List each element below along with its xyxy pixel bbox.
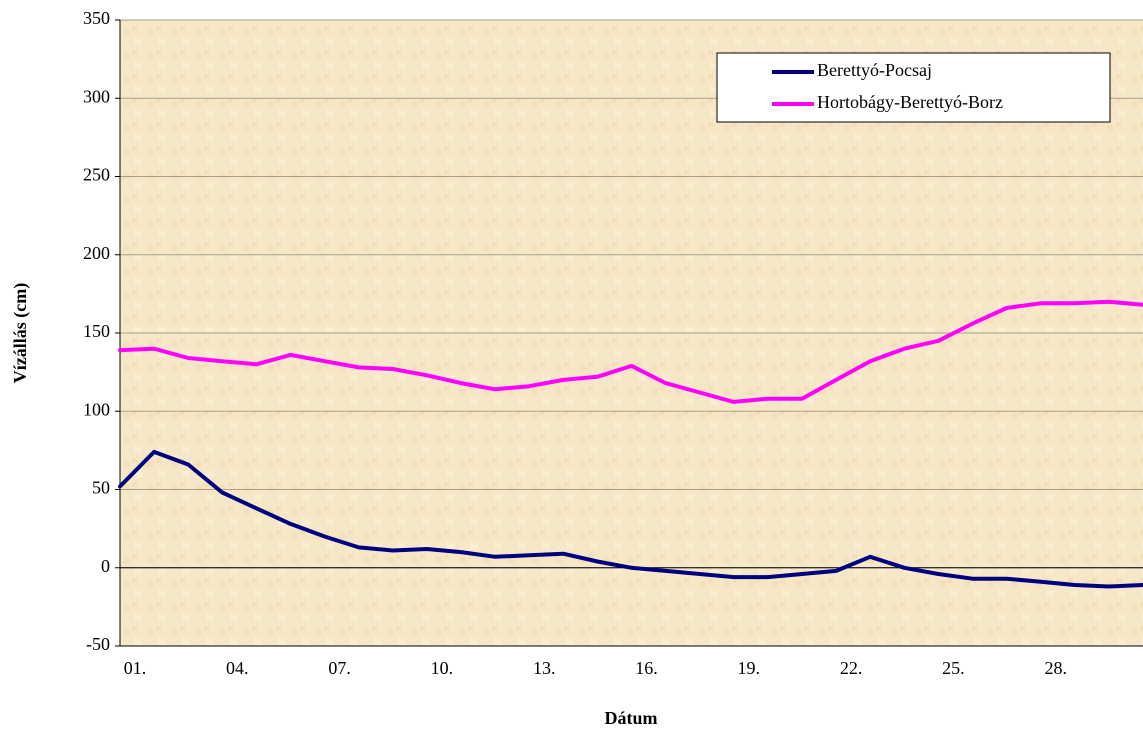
y-tick-label: 50 xyxy=(92,478,110,498)
line-series xyxy=(118,299,1143,404)
y-tick-label: 200 xyxy=(83,243,110,263)
y-tick-label: 250 xyxy=(83,165,110,185)
x-tick-label: 22. xyxy=(840,658,863,678)
x-tick-label: 04. xyxy=(226,658,249,678)
y-tick-label: 150 xyxy=(83,321,110,341)
y-tick-label: 0 xyxy=(101,556,110,576)
x-tick-label: 19. xyxy=(738,658,761,678)
x-tick-label: 10. xyxy=(431,658,454,678)
legend-box xyxy=(716,52,1111,123)
legend-label: Berettyó-Pocsaj xyxy=(817,60,932,80)
legend-label: Hortobágy-Berettyó-Borz xyxy=(817,92,1003,112)
x-tick-label: 25. xyxy=(942,658,965,678)
x-tick-label: 07. xyxy=(328,658,351,678)
x-tick-label: 01. xyxy=(124,658,147,678)
x-tick-label: 28. xyxy=(1044,658,1067,678)
line-series xyxy=(118,449,1143,589)
x-tick-label: 13. xyxy=(533,658,556,678)
y-tick-label: 300 xyxy=(83,86,110,106)
x-tick-label: 16. xyxy=(635,658,658,678)
y-tick-label: 350 xyxy=(83,8,110,28)
y-tick-label: 100 xyxy=(83,399,110,419)
x-axis-label: Dátum xyxy=(605,708,658,728)
y-tick-label: -50 xyxy=(86,634,110,654)
y-axis-label: Vízállás (cm) xyxy=(10,283,31,383)
